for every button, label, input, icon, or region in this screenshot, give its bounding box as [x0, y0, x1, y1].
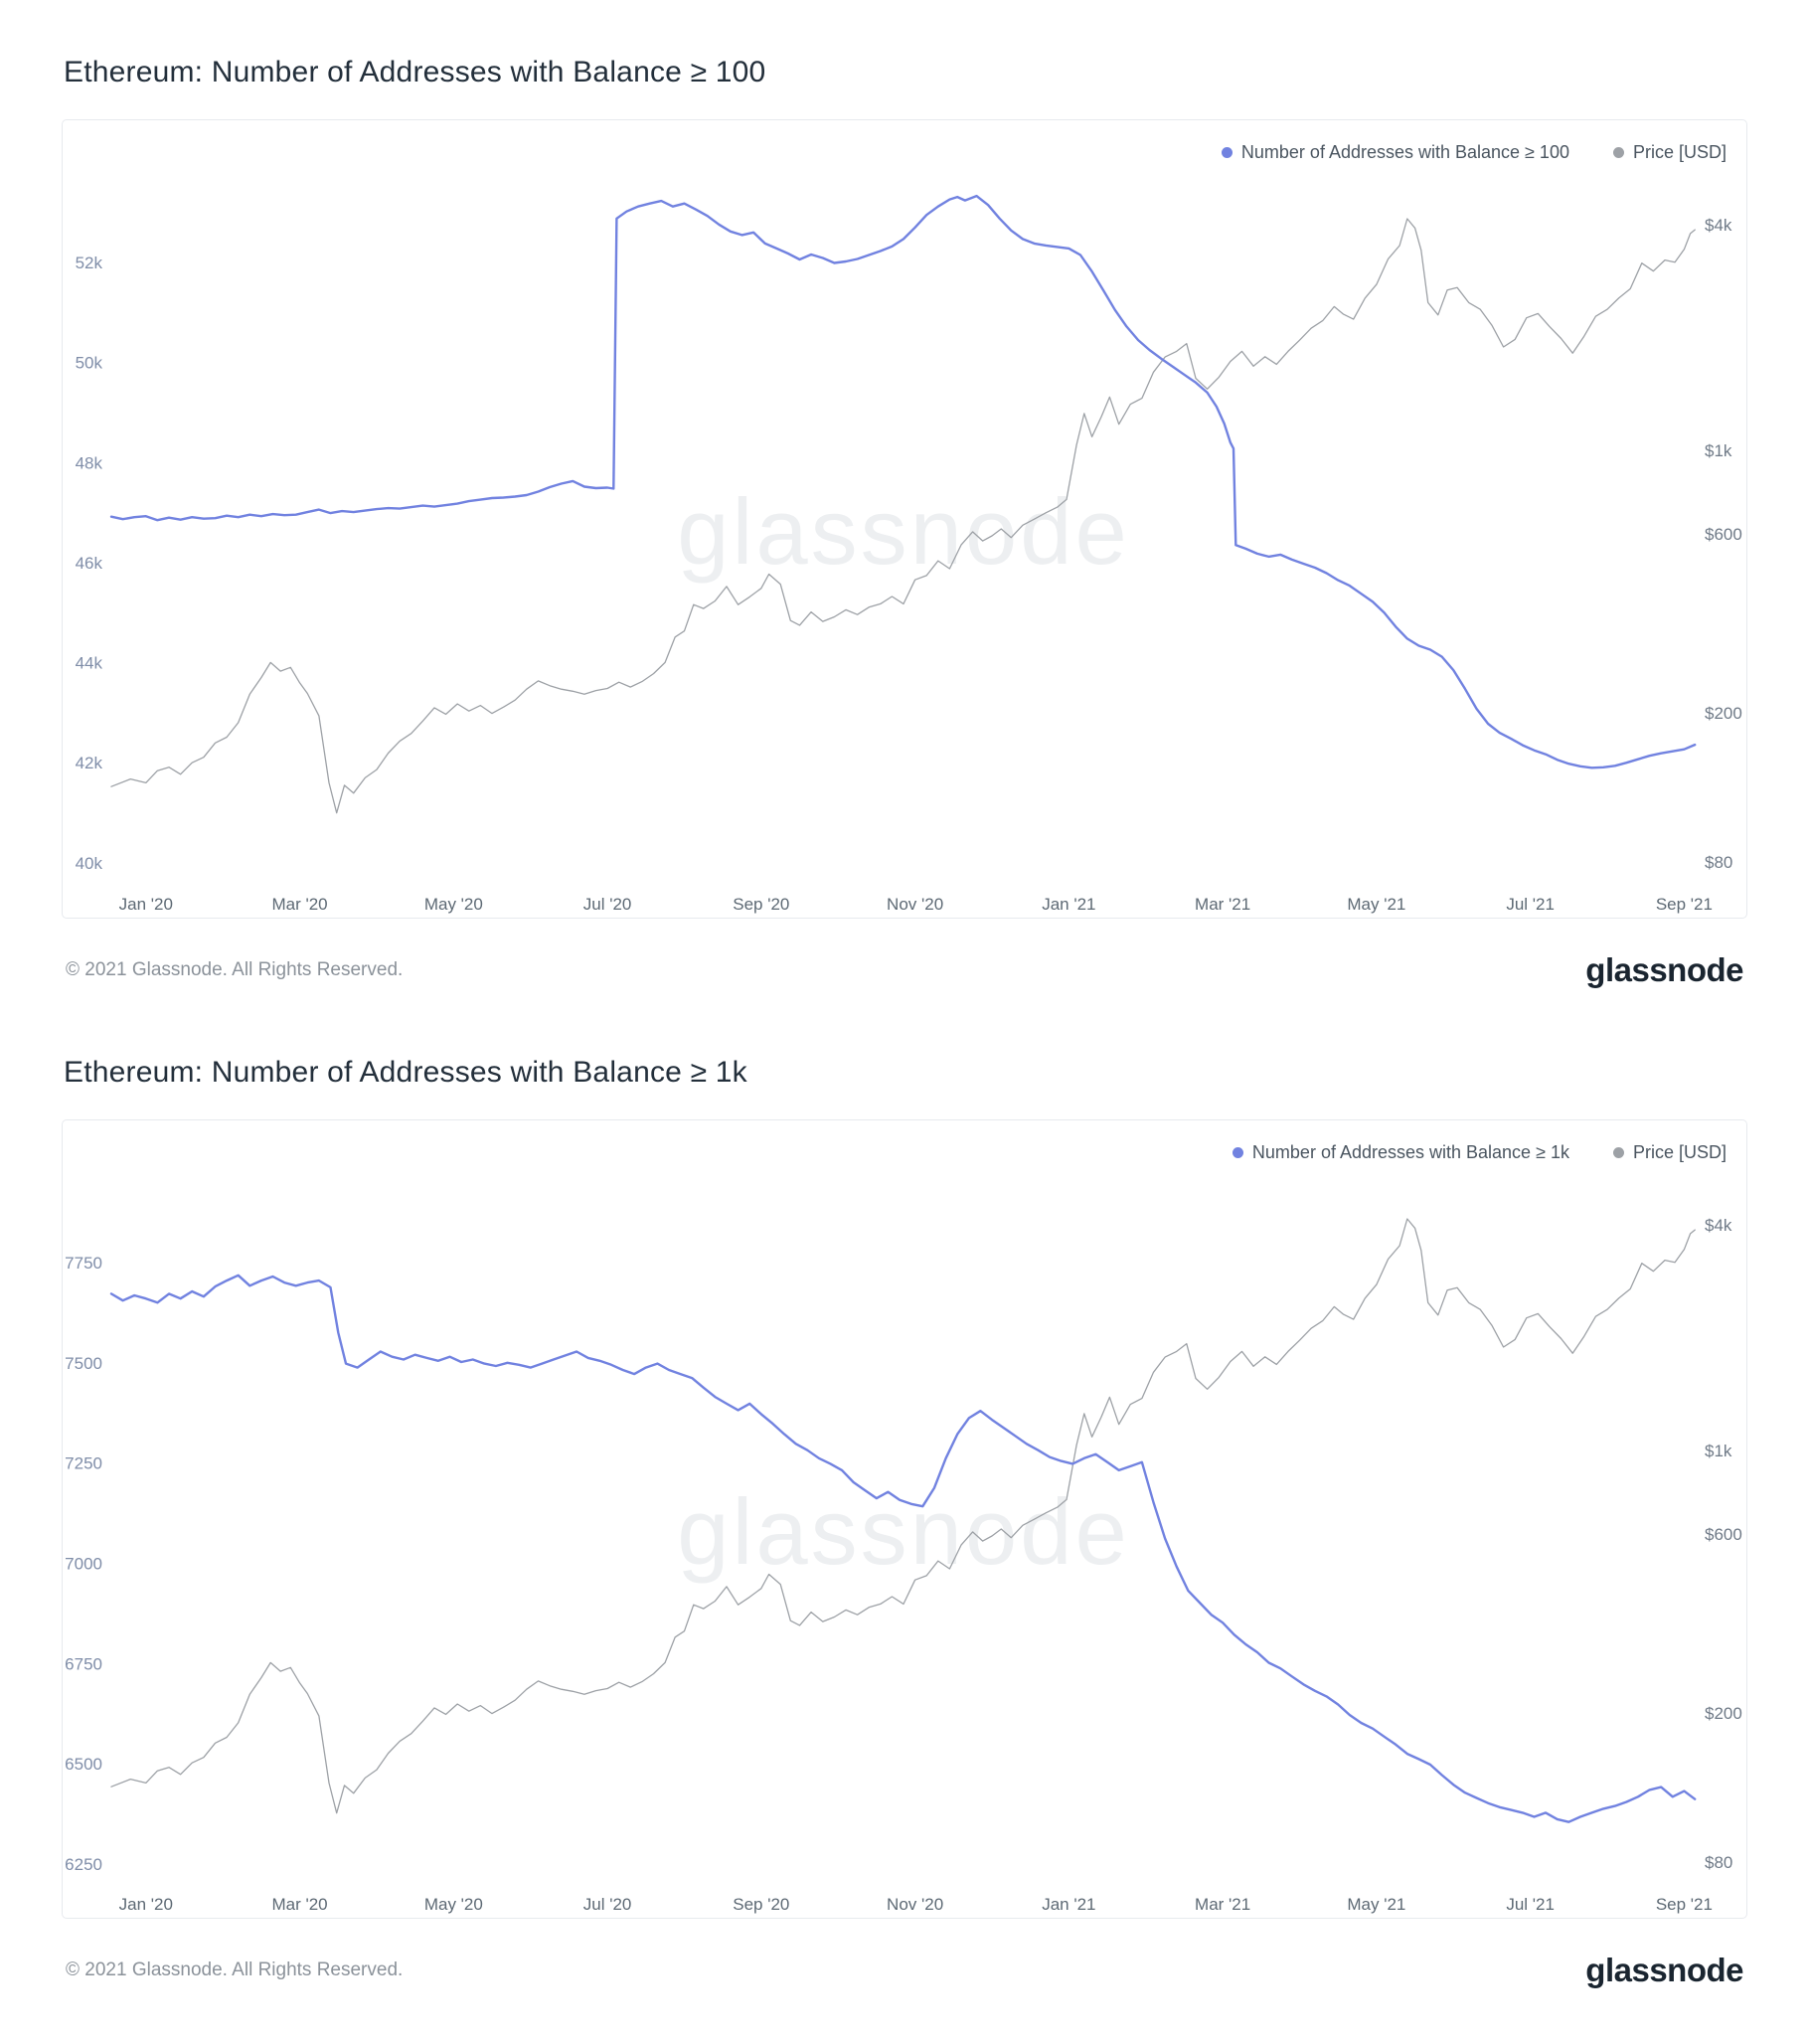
right-axis-label: $200	[1705, 704, 1742, 723]
x-axis-label: May '21	[1347, 895, 1405, 914]
left-axis-label: 7750	[65, 1254, 102, 1273]
x-axis-label: Sep '20	[733, 895, 789, 914]
x-axis-label: Sep '20	[733, 1895, 789, 1914]
x-axis-label: Jan '21	[1042, 1895, 1095, 1914]
addresses-series-line	[109, 1274, 1697, 1823]
legend-item[interactable]: Number of Addresses with Balance ≥ 100	[1221, 141, 1569, 163]
x-axis-label: May '21	[1347, 1895, 1405, 1914]
left-axis-label: 7500	[65, 1354, 102, 1373]
x-axis-label: Mar '21	[1195, 1895, 1250, 1914]
left-axis-label: 44k	[76, 654, 103, 673]
x-axis-label: Jul '21	[1506, 895, 1555, 914]
x-axis-label: Nov '20	[887, 895, 943, 914]
legend-dot-icon	[1612, 1146, 1624, 1158]
right-axis-label: $600	[1705, 525, 1742, 544]
x-axis-label: Nov '20	[887, 1895, 943, 1914]
left-axis-label: 6500	[65, 1755, 102, 1774]
legend-dot-icon	[1612, 146, 1624, 158]
x-axis-label: Jul '21	[1506, 1895, 1555, 1914]
chart-card: Number of Addresses with Balance ≥ 100 Pr…	[62, 119, 1747, 919]
legend-label: Price [USD]	[1632, 1141, 1727, 1162]
left-axis-label: 52k	[76, 254, 103, 272]
legend-dot-icon	[1232, 1146, 1243, 1158]
legend: Number of Addresses with Balance ≥ 100 Pr…	[63, 120, 1746, 166]
chart-section-balance-1k: Ethereum: Number of Addresses with Balan…	[62, 1056, 1747, 1992]
left-axis-label: 6750	[65, 1654, 102, 1673]
x-axis-label: Mar '20	[271, 1895, 327, 1914]
left-axis-label: 40k	[76, 854, 103, 873]
left-axis-label: 50k	[76, 354, 103, 373]
watermark-text: glassnode	[677, 479, 1130, 584]
chart-footer: © 2021 Glassnode. All Rights Reserved. g…	[66, 1949, 1743, 1992]
x-axis-label: Jan '20	[119, 1895, 173, 1914]
price-series-line	[110, 218, 1696, 814]
legend-label: Price [USD]	[1632, 141, 1727, 162]
x-axis-label: Jan '21	[1042, 895, 1095, 914]
watermark-text: glassnode	[677, 1479, 1130, 1584]
right-axis-label: $1k	[1705, 1442, 1732, 1460]
right-axis-label: $80	[1705, 1853, 1732, 1872]
legend: Number of Addresses with Balance ≥ 1k Pri…	[63, 1120, 1746, 1166]
chart-footer: © 2021 Glassnode. All Rights Reserved. g…	[66, 948, 1743, 992]
right-axis-label: $200	[1705, 1704, 1742, 1723]
left-axis-label: 6250	[65, 1855, 102, 1874]
x-axis-label: Sep '21	[1656, 1895, 1713, 1914]
x-axis-label: Jul '20	[583, 895, 632, 914]
glassnode-logo[interactable]: glassnode	[1585, 1952, 1743, 1988]
legend-item[interactable]: Number of Addresses with Balance ≥ 1k	[1232, 1141, 1569, 1163]
addresses-series-line	[109, 194, 1697, 769]
legend-dot-icon	[1221, 146, 1233, 158]
legend-item[interactable]: Price [USD]	[1612, 141, 1727, 163]
x-axis-label: May '20	[424, 1895, 483, 1914]
legend-label: Number of Addresses with Balance ≥ 1k	[1251, 1141, 1569, 1162]
right-axis-label: $80	[1705, 853, 1732, 872]
left-axis-label: 7250	[65, 1454, 102, 1473]
x-axis-label: Mar '21	[1195, 895, 1250, 914]
legend-item[interactable]: Price [USD]	[1612, 1141, 1727, 1163]
price-series-line	[110, 1218, 1696, 1814]
x-axis-label: Jul '20	[583, 1895, 632, 1914]
copyright-text: © 2021 Glassnode. All Rights Reserved.	[66, 959, 404, 980]
left-axis-label: 48k	[76, 453, 103, 472]
x-axis-label: May '20	[424, 895, 483, 914]
chart-section-balance-100: Ethereum: Number of Addresses with Balan…	[62, 56, 1747, 992]
copyright-text: © 2021 Glassnode. All Rights Reserved.	[66, 1959, 404, 1980]
right-axis-label: $4k	[1705, 216, 1732, 235]
chart-title: Ethereum: Number of Addresses with Balan…	[64, 1056, 747, 1089]
left-axis-label: 46k	[76, 554, 103, 573]
left-axis-label: 7000	[65, 1554, 102, 1573]
right-axis-label: $4k	[1705, 1216, 1732, 1235]
x-axis-label: Mar '20	[271, 895, 327, 914]
chart-title: Ethereum: Number of Addresses with Balan…	[64, 56, 766, 88]
right-axis-label: $600	[1705, 1525, 1742, 1544]
right-axis-label: $1k	[1705, 441, 1732, 460]
chart-plot[interactable]: glassnode 40k 42k 44k 46k 48k 50k 52k $80 $200 $60…	[63, 166, 1746, 918]
glassnode-logo[interactable]: glassnode	[1585, 951, 1743, 988]
legend-label: Number of Addresses with Balance ≥ 100	[1240, 141, 1569, 162]
x-axis-label: Jan '20	[119, 895, 173, 914]
x-axis-label: Sep '21	[1656, 895, 1713, 914]
chart-card: Number of Addresses with Balance ≥ 1k Pri…	[62, 1119, 1747, 1919]
left-axis-label: 42k	[76, 754, 103, 772]
chart-plot[interactable]: glassnode 6250 6500 6750 7000 7250 7500 7750 $80…	[63, 1166, 1746, 1918]
